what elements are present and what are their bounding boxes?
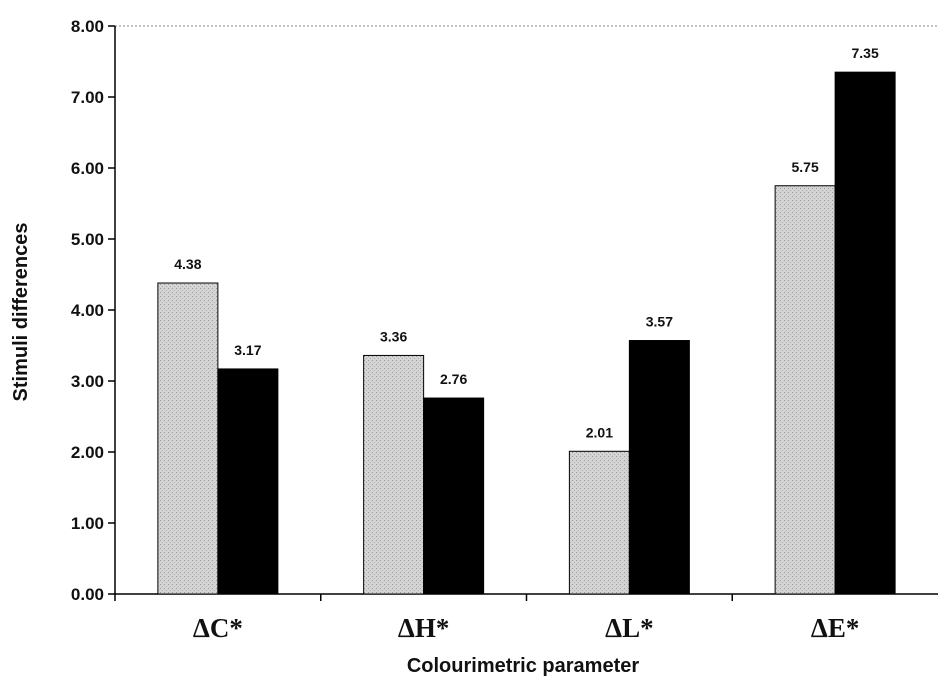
y-tick-label: 5.00 — [71, 230, 104, 249]
data-labels: 4.38 3.17 3.36 2.76 2.01 3.57 5.75 7.35 — [174, 45, 879, 440]
data-label: 3.17 — [234, 342, 261, 358]
category-label: ΔH* — [398, 613, 449, 643]
y-tick-label: 1.00 — [71, 514, 104, 533]
data-label: 7.35 — [852, 45, 879, 61]
data-label: 2.76 — [440, 371, 467, 387]
bar-series-1-1 — [157, 282, 219, 595]
y-tick-label: 4.00 — [71, 301, 104, 320]
y-axis-ticks: 0.00 1.00 2.00 3.00 4.00 5.00 6.00 7.00 8.00 — [71, 17, 115, 604]
bar-series-1-4 — [774, 185, 836, 595]
y-tick-label: 0.00 — [71, 585, 104, 604]
bar-series-1-2 — [363, 354, 425, 595]
y-axis-title: Stimuli differences — [10, 223, 32, 402]
category-label: ΔE* — [811, 613, 859, 643]
x-axis-title: Colourimetric parameter — [407, 655, 640, 677]
data-label: 2.01 — [586, 424, 613, 440]
bar-series-2-1 — [217, 368, 279, 595]
y-tick-label: 8.00 — [71, 17, 104, 36]
bar-series — [157, 71, 896, 595]
bar-series-2-4 — [834, 71, 896, 595]
category-label: ΔL* — [605, 613, 653, 643]
bar-series-2-2 — [423, 397, 485, 595]
x-axis-ticks — [114, 594, 733, 601]
data-label: 4.38 — [174, 256, 201, 272]
category-labels: ΔC* ΔH* ΔL* ΔE* — [193, 613, 859, 643]
bar-series-1-3 — [568, 450, 630, 595]
category-label: ΔC* — [193, 613, 243, 643]
y-tick-label: 3.00 — [71, 372, 104, 391]
y-tick-label: 6.00 — [71, 159, 104, 178]
data-label: 5.75 — [792, 159, 819, 175]
bar-series-2-3 — [628, 340, 690, 595]
y-tick-label: 2.00 — [71, 443, 104, 462]
y-tick-label: 7.00 — [71, 88, 104, 107]
data-label: 3.57 — [646, 314, 673, 330]
data-label: 3.36 — [380, 328, 407, 344]
